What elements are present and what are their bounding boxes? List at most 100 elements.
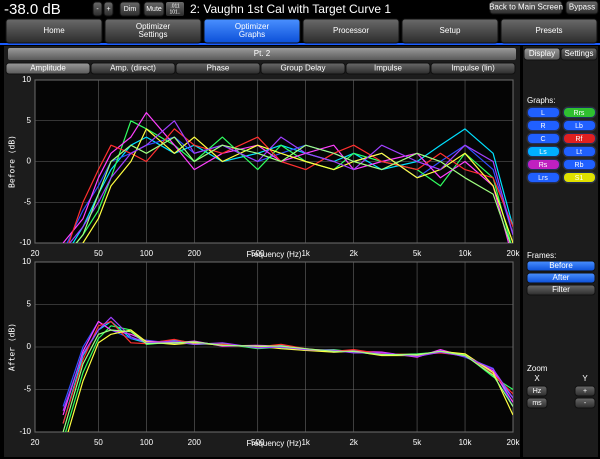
graph-button-swatch <box>528 108 559 117</box>
x-tick-label: 500 <box>251 249 265 258</box>
graph-button-label: Rs <box>539 162 548 169</box>
zoom-button[interactable] <box>526 385 548 397</box>
tab-label: Presets <box>535 26 562 35</box>
frame-button-label: After <box>553 273 570 282</box>
graph-button-label: R <box>540 123 545 130</box>
zoom-label: Zoom <box>527 364 548 373</box>
right-button-label: Back to Main Screen <box>489 3 563 12</box>
zoom-button[interactable] <box>526 397 548 409</box>
right-button[interactable] <box>565 0 599 15</box>
graphs-label: Graphs: <box>527 96 555 105</box>
series-line <box>62 329 513 432</box>
top-button-label: - <box>96 6 99 13</box>
graph-button-label: C <box>540 136 545 143</box>
side-tab-label: Settings <box>565 49 594 58</box>
sub-tab[interactable] <box>345 62 431 75</box>
y-tick-label: 5 <box>27 300 32 309</box>
tab[interactable] <box>5 18 103 44</box>
tab[interactable] <box>401 18 499 44</box>
sub-tab-label: Amplitude <box>30 64 66 73</box>
tab-label: Home <box>43 26 65 35</box>
side-tab[interactable] <box>523 47 561 61</box>
graph-button-label: Rf <box>576 136 583 143</box>
top-button[interactable] <box>143 1 165 17</box>
sub-tab[interactable] <box>430 62 516 75</box>
zoom-button[interactable] <box>574 385 596 397</box>
zoom-button-label: ms <box>532 400 542 407</box>
graph-button-label: Rb <box>575 162 584 169</box>
y-tick-label: -10 <box>19 238 31 247</box>
sub-tab-label: Impulse <box>374 64 403 73</box>
right-button-label: Bypass <box>569 3 595 12</box>
x-tick-label: 100 <box>140 438 154 447</box>
y-tick-label: -5 <box>24 385 32 394</box>
top-button[interactable] <box>103 1 114 17</box>
graph-button-label: S1 <box>575 175 584 182</box>
x-tick-label: 20 <box>31 438 40 447</box>
x-tick-label: 200 <box>188 249 202 258</box>
y-tick-label: 0 <box>27 342 32 351</box>
graph-button-label: L <box>541 110 545 117</box>
frame-button[interactable] <box>526 284 596 296</box>
x-tick-label: 20k <box>507 249 521 258</box>
y-axis-label: After (dB) <box>8 323 17 371</box>
x-tick-label: 200 <box>188 438 202 447</box>
graph-button-swatch <box>528 121 559 130</box>
frame-button-label: Filter <box>552 285 570 294</box>
top-button[interactable] <box>92 1 103 17</box>
tab[interactable] <box>104 18 202 44</box>
zoom-button[interactable] <box>574 397 596 409</box>
x-tick-label: 50 <box>94 249 103 258</box>
right-button[interactable] <box>489 0 563 15</box>
sub-tab[interactable] <box>5 62 91 75</box>
tab[interactable] <box>203 18 301 44</box>
graph-button-swatch <box>528 160 559 169</box>
side-tab[interactable] <box>560 47 598 61</box>
y-tick-label: 0 <box>27 157 32 166</box>
x-tick-label: 100 <box>140 249 154 258</box>
y-tick-label: 10 <box>22 257 31 266</box>
graph-button-label: Ls <box>539 149 547 156</box>
x-axis-label: Frequency (Hz) <box>246 439 301 448</box>
status-icon-text: .011 <box>170 3 180 9</box>
frames-label: Frames: <box>527 251 556 260</box>
graph-button-swatch <box>564 160 595 169</box>
title: 2: Vaughn 1st Cal with Target Curve 1 <box>190 2 391 16</box>
top-button[interactable] <box>119 1 141 17</box>
graph-button-swatch <box>564 121 595 130</box>
x-tick-label: 50 <box>94 438 103 447</box>
series-line <box>75 136 511 243</box>
graph-button-swatch <box>528 147 559 156</box>
tab-label: Graphs <box>239 30 265 39</box>
tab-label: Optimizer <box>136 22 171 31</box>
frame-button[interactable] <box>526 272 596 284</box>
tab[interactable] <box>302 18 400 44</box>
graph-button-swatch <box>564 147 595 156</box>
tab[interactable] <box>500 18 598 44</box>
sub-tab-label: Phase <box>207 64 230 73</box>
zoom-button-label: Hz <box>533 388 542 395</box>
x-tick-label: 2k <box>349 438 358 447</box>
sub-tab[interactable] <box>90 62 176 75</box>
zoom-y: Y <box>582 374 588 383</box>
zoom-button-label: + <box>583 388 587 395</box>
series-line <box>68 120 513 243</box>
panel-title: Pt. 2 <box>254 49 271 58</box>
status-icon[interactable] <box>166 2 184 16</box>
x-tick-label: 20k <box>507 438 521 447</box>
frame-button[interactable] <box>526 260 596 272</box>
sub-tab-label: Impulse (lin) <box>451 64 495 73</box>
graph-button-label: Lt <box>576 149 582 156</box>
y-axis-label: Before (dB) <box>8 135 17 188</box>
sub-tab[interactable] <box>260 62 346 75</box>
top-button-label: + <box>106 6 110 13</box>
x-tick-label: 2k <box>349 249 358 258</box>
y-tick-label: -10 <box>19 427 31 436</box>
sub-tab[interactable] <box>175 62 261 75</box>
graph-button-swatch <box>564 134 595 143</box>
x-tick-label: 5k <box>413 249 422 258</box>
graph-button-label: Rrs <box>574 110 585 117</box>
graph-button-swatch <box>528 134 559 143</box>
graph-button-swatch <box>564 173 595 182</box>
